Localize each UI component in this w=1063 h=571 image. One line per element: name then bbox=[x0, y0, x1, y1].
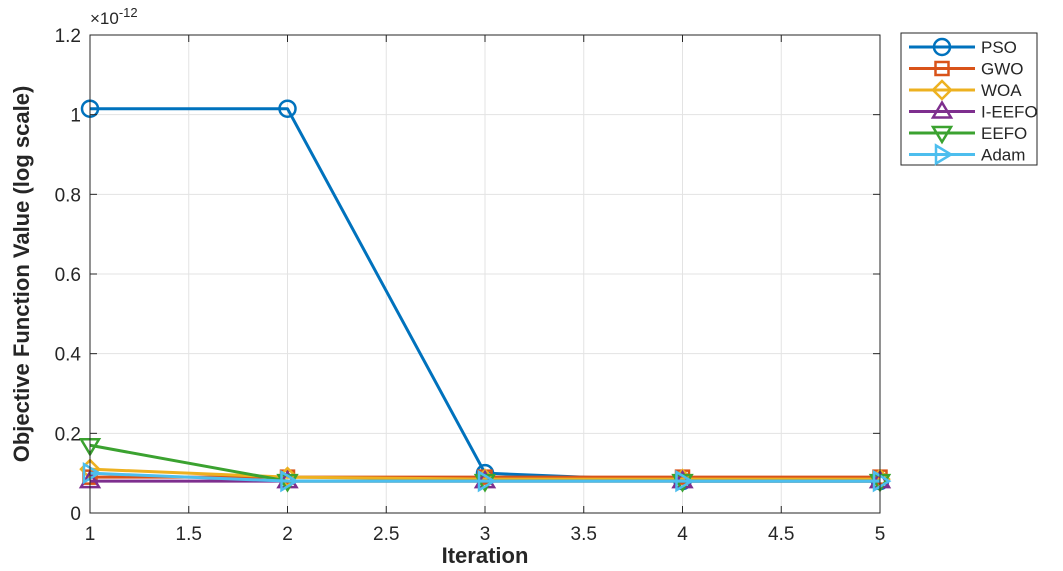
x-tick-label: 1.5 bbox=[176, 524, 202, 545]
legend-marker bbox=[930, 100, 954, 119]
x-tick-label: 3.5 bbox=[571, 524, 597, 545]
y-tick-labels: 0 0.2 0.4 0.6 0.8 1 1.2 bbox=[55, 26, 82, 525]
x-axis-title: Iteration bbox=[442, 543, 529, 568]
x-tick-label: 5 bbox=[875, 524, 886, 545]
legend-label: I-EEFO bbox=[981, 103, 1038, 122]
y-tick-label: 0.4 bbox=[55, 345, 82, 366]
series-adam bbox=[82, 461, 892, 493]
legend-marker bbox=[934, 60, 950, 77]
y-tick-label: 0.6 bbox=[55, 265, 81, 286]
legend-label: PSO bbox=[981, 38, 1017, 57]
legend-label: EEFO bbox=[981, 124, 1027, 143]
x-tick-labels: 1 1.5 2 2.5 3 3.5 4 4.5 5 bbox=[85, 524, 886, 545]
legend-marker bbox=[934, 143, 954, 166]
legend-marker bbox=[931, 79, 953, 101]
legend-label: GWO bbox=[981, 60, 1024, 79]
legend-item: WOA bbox=[909, 79, 1022, 101]
legend-item: I-EEFO bbox=[909, 100, 1038, 122]
legend-item: GWO bbox=[909, 60, 1024, 79]
y-tick-label: 0.8 bbox=[55, 185, 81, 206]
legend: PSO GWO WOA I-EEFO EEFO Adam bbox=[900, 32, 1038, 166]
x-tick-label: 2.5 bbox=[373, 524, 399, 545]
data-point bbox=[278, 99, 297, 118]
legend-item: PSO bbox=[909, 37, 1017, 57]
y-exponent-label: ×10-12 bbox=[90, 5, 138, 28]
legend-item: EEFO bbox=[909, 124, 1027, 145]
y-tick-label: 1 bbox=[70, 106, 81, 127]
y-tick-label: 0 bbox=[70, 504, 81, 525]
legend-label: WOA bbox=[981, 81, 1022, 100]
legend-marker bbox=[932, 37, 952, 57]
x-tick-label: 1 bbox=[85, 524, 96, 545]
x-tick-label: 4.5 bbox=[768, 524, 794, 545]
x-tick-label: 3 bbox=[480, 524, 491, 545]
legend-label: Adam bbox=[981, 146, 1025, 165]
series-line bbox=[89, 471, 880, 483]
legend-box bbox=[900, 32, 1038, 166]
legend-marker bbox=[930, 125, 954, 145]
data-point bbox=[477, 469, 497, 493]
x-tick-label: 2 bbox=[282, 524, 293, 545]
y-axis-title: Objective Function Value (log scale) bbox=[9, 86, 34, 463]
y-tick-label: 0.2 bbox=[55, 424, 81, 445]
data-point bbox=[675, 469, 694, 493]
data-point bbox=[280, 469, 299, 493]
data-point bbox=[82, 461, 102, 485]
ticks bbox=[89, 34, 881, 514]
y-tick-label: 1.2 bbox=[55, 26, 81, 47]
series-line bbox=[89, 467, 880, 481]
x-tick-label: 4 bbox=[677, 524, 688, 545]
legend-item: Adam bbox=[909, 143, 1025, 166]
data-point bbox=[872, 469, 892, 493]
